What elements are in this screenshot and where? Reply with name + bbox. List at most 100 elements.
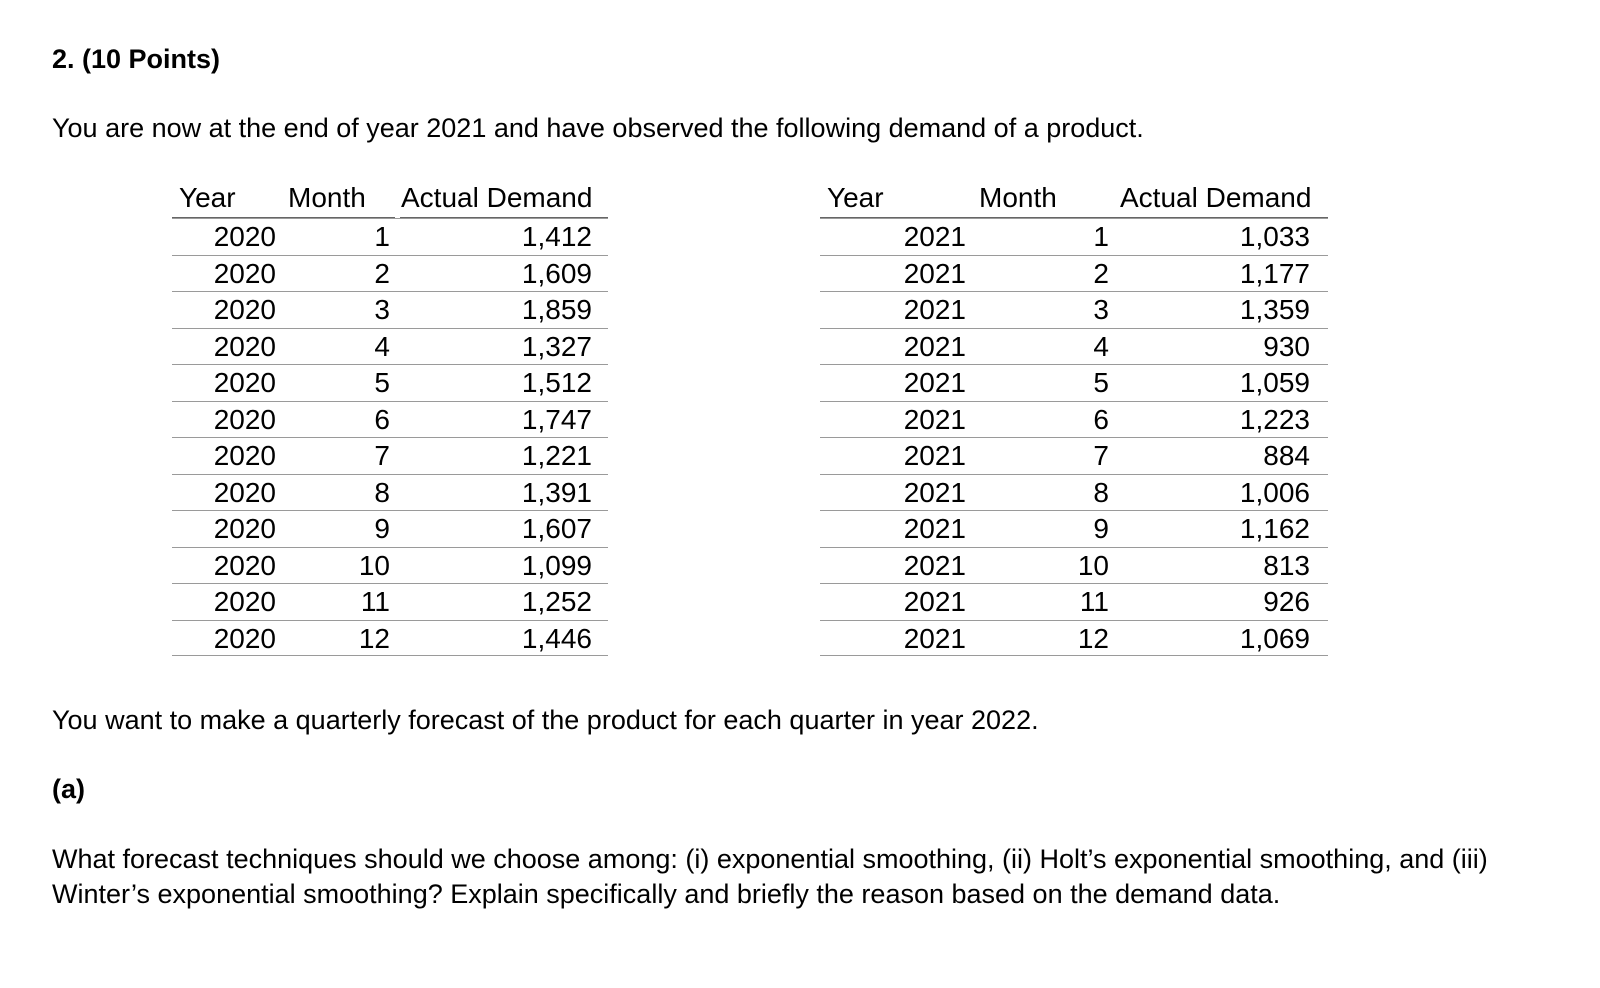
demand-cell: 1,607	[521, 513, 592, 544]
table-row: 2021 2 1,177	[820, 254, 1328, 292]
intro-text: You are now at the end of year 2021 and …	[52, 113, 1144, 143]
followup-text: You want to make a quarterly forecast of…	[52, 705, 1039, 735]
month-cell: 10	[1077, 549, 1109, 581]
year-cell: 2020	[213, 513, 276, 544]
year-cell: 2020	[213, 330, 276, 362]
year-cell: 2020	[213, 257, 276, 289]
month-cell: 3	[1093, 294, 1109, 325]
table-row: 2020 12 1,446	[172, 619, 608, 656]
table-row: 2021 4 930	[820, 327, 1328, 365]
demand-cell: 1,327	[521, 330, 592, 362]
demand-cell: 1,177	[1239, 257, 1310, 289]
demand-cell: 1,033	[1239, 221, 1310, 252]
demand-cell: 813	[1263, 549, 1310, 581]
table-row: 2020 11 1,252	[172, 583, 608, 620]
month-cell: 7	[1093, 440, 1109, 471]
demand-cell: 1,223	[1239, 403, 1310, 435]
column-header: Actual Demand	[401, 182, 593, 213]
table-row: 2021 12 1,069	[820, 619, 1328, 656]
month-cell: 3	[374, 294, 390, 325]
year-cell: 2020	[213, 549, 276, 581]
month-cell: 6	[374, 403, 390, 435]
year-cell: 2020	[213, 403, 276, 435]
year-cell: 2020	[213, 476, 276, 508]
demand-cell: 926	[1263, 586, 1310, 617]
year-cell: 2020	[213, 586, 276, 617]
month-cell: 8	[374, 476, 390, 508]
table-row: 2020 3 1,859	[172, 291, 608, 328]
month-cell: 5	[1093, 367, 1109, 398]
demand-cell: 1,099	[521, 549, 592, 581]
table-row: 2020 8 1,391	[172, 473, 608, 511]
demand-cell: 1,859	[521, 294, 592, 325]
part-a-label: (a)	[52, 774, 85, 804]
year-cell: 2021	[903, 549, 966, 581]
demand-table-2020: Year Month Actual Demand 2020 1 1,412 2020 2 1,6…	[172, 182, 608, 656]
table-row: 2020 5 1,512	[172, 364, 608, 401]
demand-cell: 1,162	[1239, 513, 1310, 544]
demand-cell: 1,069	[1239, 622, 1310, 654]
table-row: 2020 1 1,412	[172, 218, 608, 255]
column-header: Year	[827, 182, 884, 213]
year-cell: 2020	[213, 440, 276, 471]
demand-cell: 1,252	[521, 586, 592, 617]
year-cell: 2020	[213, 294, 276, 325]
year-cell: 2021	[903, 586, 966, 617]
table-row: 2020 4 1,327	[172, 327, 608, 365]
column-header: Year	[179, 182, 236, 213]
table-row: 2021 10 813	[820, 546, 1328, 584]
month-cell: 11	[360, 586, 390, 617]
table-row: 2021 8 1,006	[820, 473, 1328, 511]
month-cell: 2	[1093, 257, 1109, 289]
question-heading: 2. (10 Points)	[52, 44, 221, 74]
demand-cell: 1,446	[521, 622, 592, 654]
month-cell: 11	[1079, 586, 1109, 617]
table-row: 2021 9 1,162	[820, 510, 1328, 547]
month-cell: 7	[374, 440, 390, 471]
table-row: 2021 6 1,223	[820, 400, 1328, 438]
table-row: 2020 7 1,221	[172, 437, 608, 474]
table-row: 2020 6 1,747	[172, 400, 608, 438]
demand-cell: 930	[1263, 330, 1310, 362]
table-row: 2020 10 1,099	[172, 546, 608, 584]
year-cell: 2021	[903, 367, 966, 398]
year-cell: 2020	[213, 221, 276, 252]
demand-cell: 1,412	[521, 221, 592, 252]
demand-cell: 1,609	[521, 257, 592, 289]
table-row: 2021 1 1,033	[820, 218, 1328, 255]
month-cell: 6	[1093, 403, 1109, 435]
month-cell: 9	[374, 513, 390, 544]
demand-table-2021: Year Month Actual Demand 2021 1 1,033 2021 2 1,1…	[820, 182, 1328, 656]
year-cell: 2021	[903, 257, 966, 289]
demand-cell: 1,221	[521, 440, 592, 471]
month-cell: 10	[358, 549, 390, 581]
month-cell: 12	[1077, 622, 1109, 654]
part-a-text: What forecast techniques should we choos…	[52, 844, 1488, 909]
year-cell: 2021	[903, 221, 966, 252]
table-row: 2021 7 884	[820, 437, 1328, 474]
year-cell: 2021	[903, 440, 966, 471]
column-header: Actual Demand	[1120, 182, 1312, 213]
demand-cell: 1,747	[521, 403, 592, 435]
demand-cell: 1,391	[521, 476, 592, 508]
month-cell: 4	[374, 330, 390, 362]
demand-cell: 1,359	[1239, 294, 1310, 325]
month-cell: 5	[374, 367, 390, 398]
month-cell: 9	[1093, 513, 1109, 544]
month-cell: 1	[374, 221, 390, 252]
table-header: Year Month Actual Demand	[820, 182, 1328, 219]
demand-cell: 1,006	[1239, 476, 1310, 508]
demand-cell: 1,512	[521, 367, 592, 398]
year-cell: 2021	[903, 476, 966, 508]
year-cell: 2021	[903, 622, 966, 654]
demand-cell: 884	[1263, 440, 1310, 471]
month-cell: 8	[1093, 476, 1109, 508]
table-row: 2021 3 1,359	[820, 291, 1328, 328]
year-cell: 2020	[213, 622, 276, 654]
table-row: 2021 5 1,059	[820, 364, 1328, 401]
year-cell: 2021	[903, 294, 966, 325]
month-cell: 1	[1093, 221, 1109, 252]
table-header: Year Month Actual Demand	[172, 182, 608, 219]
demand-cell: 1,059	[1239, 367, 1310, 398]
column-header: Month	[288, 182, 366, 213]
